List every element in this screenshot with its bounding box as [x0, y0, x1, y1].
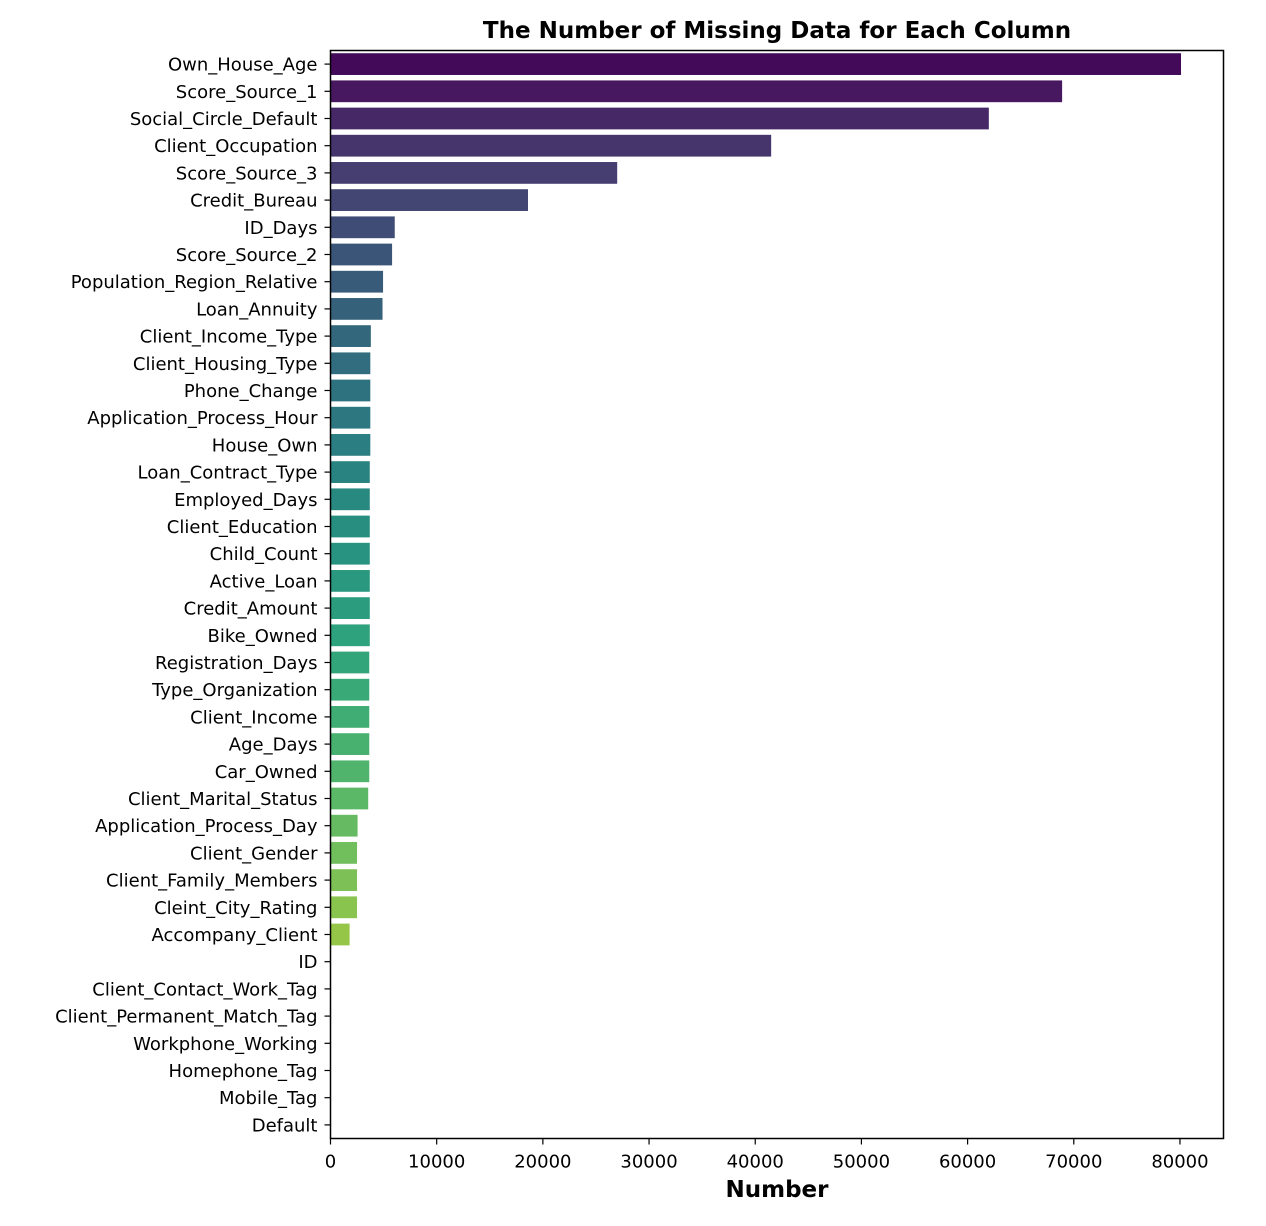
category-label: Own_House_Age [168, 55, 318, 76]
category-label: Mobile_Tag [219, 1088, 318, 1109]
x-tick-label: 0 [325, 1152, 336, 1173]
bar-client-income [330, 706, 370, 728]
category-label: Client_Permanent_Match_Tag [55, 1007, 317, 1028]
bar-child-count [330, 542, 370, 565]
bar-client-income-type [330, 325, 371, 347]
x-axis-ticks: 0 10000 20000 30000 40000 50000 60000 70000 8000… [325, 1138, 1209, 1173]
category-label: Car_Owned [215, 762, 318, 783]
bar-credit-bureau [330, 189, 529, 211]
bar-registration-days [330, 651, 370, 674]
bar-social-circle-default [330, 107, 989, 130]
bars-layer [330, 53, 1182, 946]
bar-score-source-2 [330, 243, 393, 266]
x-tick-label: 60000 [939, 1152, 996, 1173]
category-label: Credit_Bureau [190, 191, 317, 212]
bar-client-family-members [330, 869, 358, 891]
x-tick-label: 10000 [408, 1152, 465, 1173]
bar-bike-owned [330, 624, 370, 647]
bar-house-own [330, 434, 371, 456]
bar-active-loan [330, 570, 370, 592]
bar-accompany-client [330, 923, 350, 946]
category-label: Application_Process_Day [95, 816, 318, 837]
bar-phone-change [330, 379, 371, 402]
x-tick-label: 70000 [1045, 1152, 1102, 1173]
bar-own-house-age [330, 53, 1182, 75]
category-labels: Own_House_Age Score_Source_1 Social_Circle… [55, 55, 331, 1136]
category-label: Population_Region_Relative [71, 272, 318, 293]
category-label: Client_Gender [190, 843, 318, 864]
bar-cleint-city-rating [330, 896, 358, 919]
category-label: ID_Days [244, 218, 317, 239]
category-label: Client_Family_Members [106, 871, 317, 892]
x-tick-label: 20000 [514, 1152, 571, 1173]
bar-client-education [330, 515, 370, 538]
x-tick-label: 50000 [833, 1152, 890, 1173]
bar-loan-annuity [330, 298, 383, 320]
plot-frame [329, 49, 1225, 1140]
category-label: Age_Days [229, 735, 318, 756]
bar-age-days [330, 733, 370, 755]
category-label: Cleint_City_Rating [154, 898, 317, 919]
bar-car-owned [330, 760, 370, 783]
category-label: Client_Income [190, 707, 317, 728]
bar-application-process-hour [330, 406, 371, 429]
category-label: Workphone_Working [133, 1034, 317, 1055]
category-label: Client_Marital_Status [128, 789, 318, 810]
x-tick-label: 30000 [620, 1152, 677, 1173]
category-label: Client_Contact_Work_Tag [92, 979, 317, 1000]
category-label: Default [252, 1115, 318, 1136]
category-label: Client_Income_Type [140, 327, 318, 348]
bar-client-housing-type [330, 352, 371, 375]
chart-title: The Number of Missing Data for Each Colu… [483, 18, 1071, 44]
category-label: Homephone_Tag [169, 1061, 318, 1082]
bar-application-process-day [330, 814, 358, 837]
category-label: Child_Count [210, 544, 318, 565]
x-axis-label: Number [726, 1177, 830, 1203]
category-label: Application_Process_Hour [87, 408, 318, 429]
category-label: ID [298, 952, 317, 973]
category-label: Score_Source_3 [176, 163, 318, 184]
bar-employed-days [330, 488, 370, 511]
category-label: Accompany_Client [152, 925, 318, 946]
category-label: Client_Occupation [154, 136, 317, 157]
bar-population-region-relative [330, 270, 384, 293]
category-label: Client_Housing_Type [133, 354, 318, 375]
bar-score-source-3 [330, 162, 618, 184]
category-label: Credit_Amount [184, 599, 318, 620]
category-label: House_Own [212, 435, 318, 456]
bar-id-days [330, 216, 395, 239]
bar-score-source-1 [330, 80, 1063, 103]
x-tick-label: 40000 [727, 1152, 784, 1173]
category-label: Phone_Change [184, 381, 318, 402]
category-label: Bike_Owned [207, 626, 317, 647]
category-label: Loan_Annuity [196, 299, 318, 320]
bar-loan-contract-type [330, 461, 370, 483]
bar-client-gender [330, 842, 358, 864]
category-label: Active_Loan [210, 571, 318, 592]
category-label: Loan_Contract_Type [138, 463, 318, 484]
category-label: Type_Organization [151, 680, 317, 701]
category-label: Score_Source_1 [176, 82, 318, 103]
category-label: Social_Circle_Default [130, 109, 318, 130]
bar-client-occupation [330, 134, 772, 157]
category-label: Registration_Days [155, 653, 317, 674]
x-tick-label: 80000 [1151, 1152, 1208, 1173]
bar-client-marital-status [330, 787, 369, 810]
category-label: Employed_Days [174, 490, 317, 511]
category-label: Client_Education [167, 517, 318, 538]
bar-type-organization [330, 678, 370, 701]
bar-credit-amount [330, 597, 370, 619]
category-label: Score_Source_2 [176, 245, 318, 266]
